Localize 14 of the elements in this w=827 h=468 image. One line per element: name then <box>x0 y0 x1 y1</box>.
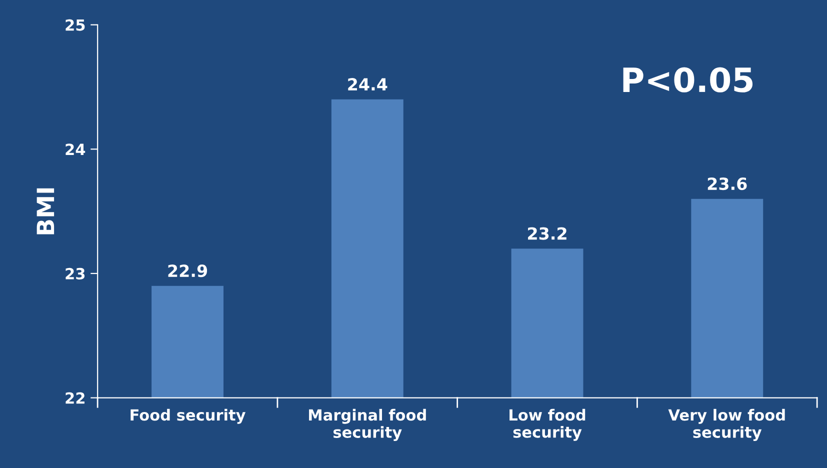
data-label: 24.4 <box>348 78 388 90</box>
x-tick-label: Marginal food security <box>309 408 426 442</box>
y-tick-label: 22 <box>66 392 84 404</box>
data-label: 23.6 <box>708 177 747 190</box>
annotation: P<0.05 <box>623 67 753 92</box>
x-tick-label: Food security <box>130 408 246 424</box>
data-label: 22.9 <box>168 264 208 278</box>
y-axis-title: BMI <box>36 188 54 234</box>
x-tick-label: Low food security <box>510 408 586 441</box>
x-tick-label: Very low food security <box>668 408 785 442</box>
y-tick-label: 25 <box>66 19 85 31</box>
y-tick-label: 23 <box>66 268 85 280</box>
y-tick-label: 24 <box>66 144 86 155</box>
data-label: 23.2 <box>528 227 566 240</box>
